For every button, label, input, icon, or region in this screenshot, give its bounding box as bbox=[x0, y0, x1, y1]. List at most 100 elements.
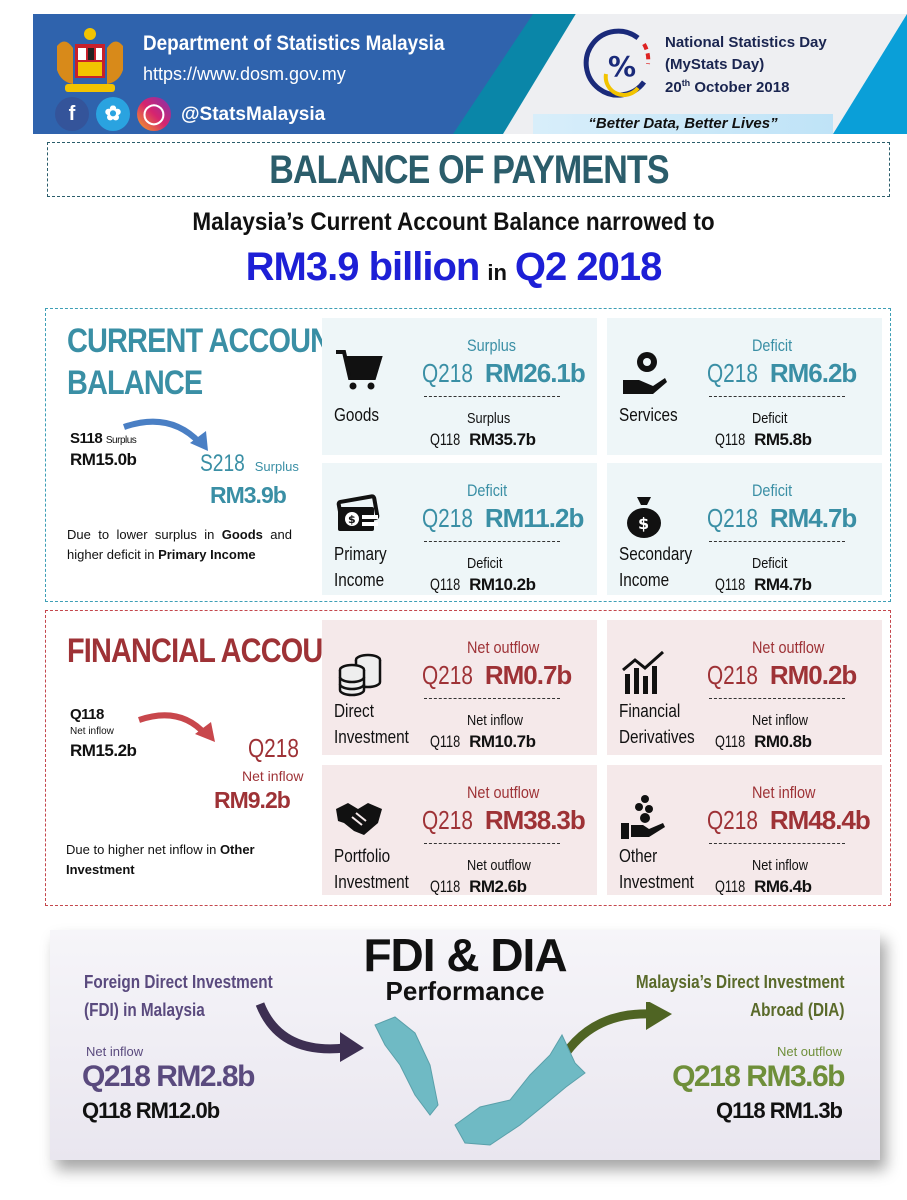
ca-prev-period: S118 Surplus bbox=[70, 430, 137, 447]
fa-curr-value: RM9.2b bbox=[214, 787, 291, 813]
card-direct-investment: Direct Investment Net outflow Q218 RM0.7b N… bbox=[322, 620, 597, 755]
card-goods: Goods Surplus Q218 RM26.1b Surplus Q118 RM35… bbox=[322, 318, 597, 455]
card-portfolio-investment: Portfolio Investment Net outflow Q218 RM38… bbox=[322, 765, 597, 897]
divider bbox=[424, 843, 560, 844]
fdi-status: Net inflow bbox=[86, 1044, 144, 1059]
social-handle[interactable]: @StatsMalaysia bbox=[181, 104, 326, 125]
current-account-title-line2: BALANCE bbox=[67, 364, 203, 402]
svg-text:%: % bbox=[608, 50, 636, 83]
svg-text:$: $ bbox=[348, 513, 356, 526]
financial-account-section bbox=[45, 610, 891, 906]
q2-status: Deficit bbox=[752, 481, 793, 500]
q2-period: Q218 bbox=[707, 805, 758, 835]
q1-row: Q118 RM10.2b bbox=[430, 575, 536, 595]
ca-curr-period-label: S218 bbox=[200, 450, 245, 477]
q1-status: Surplus bbox=[467, 410, 511, 427]
q2-status: Net outflow bbox=[752, 638, 825, 657]
current-account-title: CURRENT ACCOUNT BALANCE bbox=[67, 320, 348, 404]
ca-curr-value: RM3.9b bbox=[210, 482, 287, 508]
title-box: BALANCE OF PAYMENTS bbox=[47, 142, 890, 197]
q2-value: RM11.2b bbox=[484, 503, 584, 533]
card-name: Services bbox=[619, 405, 678, 425]
q1-status: Deficit bbox=[752, 555, 788, 572]
q1-row: Q118 RM5.8b bbox=[715, 430, 812, 450]
q2-row: Q218 RM26.1b bbox=[422, 358, 586, 389]
current-account-title-line1: CURRENT ACCOUNT bbox=[67, 322, 348, 360]
website-link[interactable]: https://www.dosm.gov.my bbox=[143, 64, 346, 84]
q2-row: Q218 RM0.2b bbox=[707, 660, 857, 691]
q1-period: Q118 bbox=[430, 877, 461, 896]
q2-status: Net outflow bbox=[467, 783, 540, 802]
divider bbox=[709, 541, 845, 542]
svg-text:$: $ bbox=[638, 514, 649, 533]
q2-status: Net inflow bbox=[752, 783, 816, 802]
q2-value: RM6.2b bbox=[769, 358, 857, 388]
dia-label: Malaysia’s Direct Investment Abroad (DIA… bbox=[635, 968, 844, 1024]
q2-status: Surplus bbox=[467, 336, 516, 355]
q1-status: Net inflow bbox=[752, 712, 808, 729]
q1-row: Q118 RM35.7b bbox=[430, 430, 536, 450]
card-name: Goods bbox=[334, 405, 380, 425]
coins-icon bbox=[338, 653, 382, 697]
handshake-icon bbox=[336, 803, 382, 835]
q1-row: Q118 RM6.4b bbox=[715, 877, 812, 897]
instagram-icon[interactable]: ◯ bbox=[137, 97, 171, 131]
twitter-icon[interactable]: ✿ bbox=[96, 97, 130, 131]
header-banner: Department of Statistics Malaysia https:… bbox=[33, 14, 907, 134]
ca-curr-status: Surplus bbox=[254, 459, 299, 474]
ca-note: Due to lower surplus in Goods and higher… bbox=[67, 525, 292, 565]
hand-coins-icon bbox=[621, 795, 665, 839]
fa-prev-status: Net inflow bbox=[70, 726, 114, 737]
card-name: Financial Derivatives bbox=[619, 701, 695, 747]
q1-value: RM4.7b bbox=[754, 575, 812, 594]
q2-value: RM4.7b bbox=[769, 503, 857, 533]
event-date-day: 20 bbox=[665, 79, 682, 96]
fa-note-other-investment: Other Investment bbox=[66, 842, 255, 877]
curved-arrow-icon bbox=[123, 418, 208, 451]
card-name: Other Investment bbox=[619, 846, 694, 892]
q1-value: RM35.7b bbox=[469, 430, 536, 449]
slogan: “Better Data, Better Lives” bbox=[533, 114, 833, 134]
card-secondary-income: $ Secondary Income Deficit Q218 RM4.7b Defic… bbox=[607, 463, 882, 595]
ca-note-text2: and higher deficit in bbox=[67, 527, 292, 562]
malaysia-map-icon bbox=[374, 1016, 586, 1146]
headline-in: in bbox=[487, 260, 507, 285]
malaysia-coat-of-arms-icon bbox=[57, 28, 123, 92]
q1-period: Q118 bbox=[430, 430, 461, 449]
q1-row: Q118 RM2.6b bbox=[430, 877, 527, 897]
current-account-section bbox=[45, 308, 891, 602]
card-name: Portfolio Investment bbox=[334, 846, 409, 892]
q2-value: RM0.2b bbox=[769, 660, 857, 690]
ca-note-text: Due to lower surplus in bbox=[67, 527, 222, 542]
q1-status: Net inflow bbox=[752, 857, 808, 874]
divider bbox=[709, 698, 845, 699]
q2-row: Q218 RM38.3b bbox=[422, 805, 586, 836]
q1-status: Deficit bbox=[752, 410, 788, 427]
cart-icon bbox=[336, 350, 383, 390]
q1-status: Net outflow bbox=[467, 857, 531, 874]
q2-period: Q218 bbox=[422, 660, 473, 690]
bar-chart-icon bbox=[622, 650, 664, 694]
dia-q1-value: Q118 RM1.3b bbox=[716, 1098, 843, 1123]
dia-label-line1: Malaysia’s Direct Investment bbox=[635, 972, 844, 992]
ca-note-primary-income: Primary Income bbox=[158, 547, 256, 562]
dia-label-line2: Abroad (DIA) bbox=[749, 1000, 844, 1020]
q2-row: Q218 RM4.7b bbox=[707, 503, 857, 534]
q2-row: Q218 RM11.2b bbox=[422, 503, 584, 534]
ca-note-goods: Goods bbox=[221, 527, 263, 542]
facebook-icon[interactable]: f bbox=[55, 97, 89, 131]
fa-curr-status: Net inflow bbox=[242, 768, 304, 784]
card-name: Secondary Income bbox=[619, 544, 693, 590]
ca-prev-period-label: S118 bbox=[70, 430, 103, 447]
q2-value: RM38.3b bbox=[484, 805, 586, 835]
ca-prev-status: Surplus bbox=[105, 435, 137, 446]
divider bbox=[709, 396, 845, 397]
q1-row: Q118 RM4.7b bbox=[715, 575, 812, 595]
headline-period: Q2 2018 bbox=[514, 245, 662, 289]
q1-period: Q118 bbox=[430, 575, 461, 594]
card-primary-income: $ Primary Income Deficit Q218 RM11.2b Defici… bbox=[322, 463, 597, 595]
ca-prev-value: RM15.0b bbox=[70, 450, 137, 469]
fdi-label: Foreign Direct Investment (FDI) in Malay… bbox=[84, 968, 273, 1024]
event-date-month-year: October 2018 bbox=[694, 79, 790, 96]
event-subtitle: (MyStats Day) bbox=[665, 56, 765, 73]
